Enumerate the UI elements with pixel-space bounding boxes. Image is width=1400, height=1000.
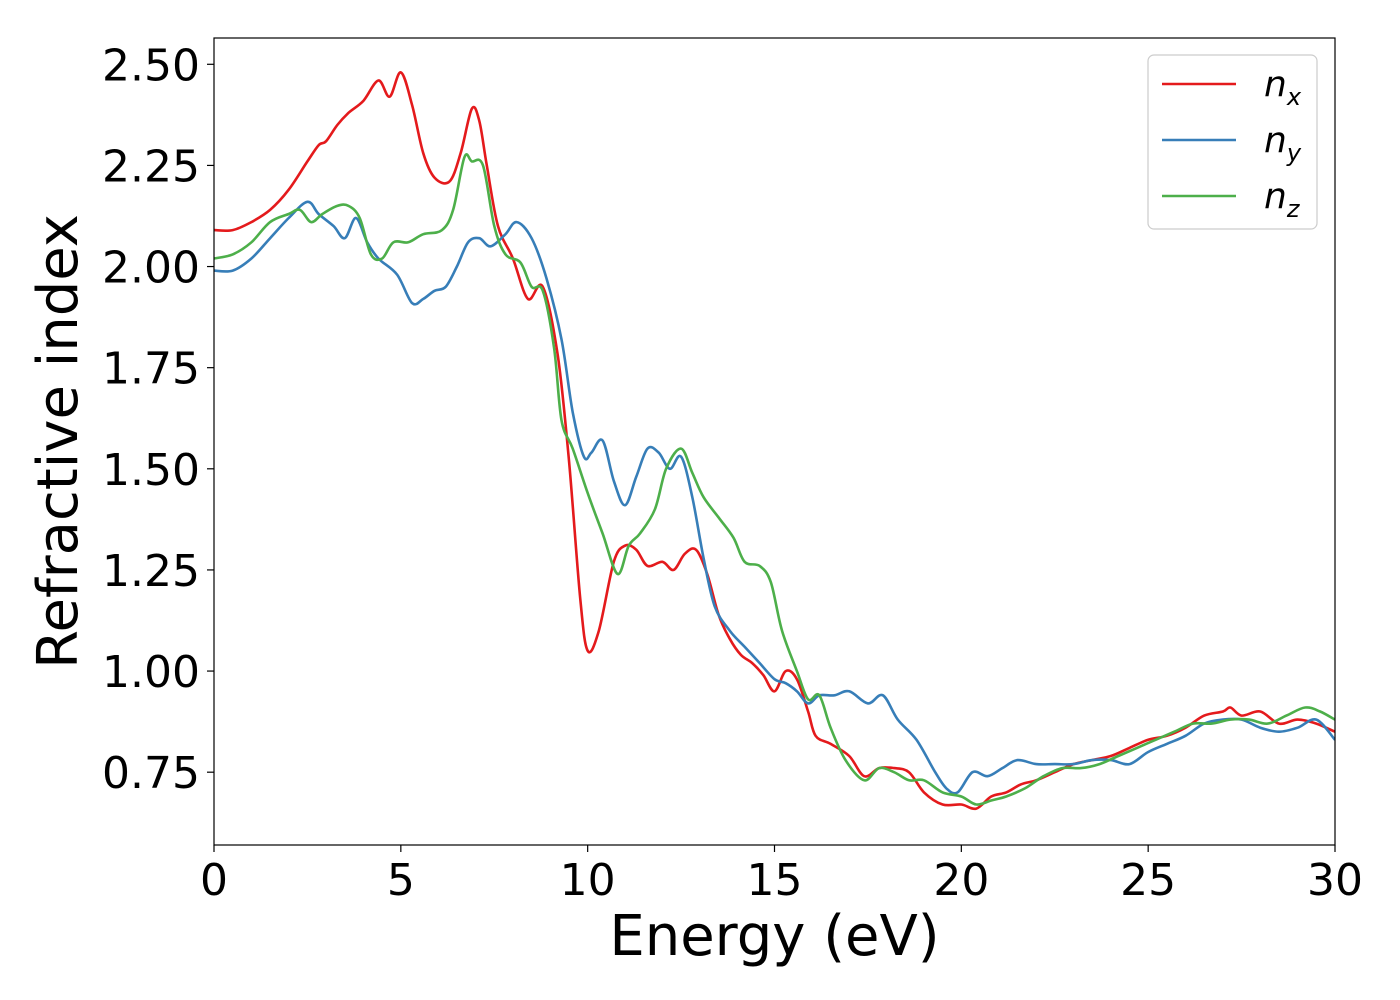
x-tick-label: 10 <box>560 855 616 906</box>
legend-label-base: n <box>1264 176 1287 217</box>
series-line-n-z <box>214 153 1335 806</box>
legend-label-base: n <box>1264 64 1287 105</box>
y-tick-label: 1.75 <box>102 344 200 395</box>
series-line-n-x <box>214 71 1335 811</box>
y-axis-title: Refractive index <box>26 214 91 669</box>
legend-label-base: n <box>1264 120 1287 161</box>
legend-label-subscript: y <box>1286 139 1302 167</box>
y-tick-label: 2.50 <box>102 40 200 91</box>
series-layer <box>214 71 1335 811</box>
x-axis-title: Energy (eV) <box>609 904 939 969</box>
y-tick-label: 1.00 <box>102 647 200 698</box>
y-tick-label: 1.50 <box>102 445 200 496</box>
x-tick-label: 0 <box>200 855 228 906</box>
y-tick-label: 2.00 <box>102 243 200 294</box>
y-tick-label: 1.25 <box>102 546 200 597</box>
y-tick-label: 2.25 <box>102 141 200 192</box>
x-tick-label: 30 <box>1307 855 1363 906</box>
y-tick-label: 0.75 <box>102 748 200 799</box>
y-axis-ticks: 0.75 1.00 1.25 1.50 1.75 2.00 2.25 2.50 <box>102 40 214 799</box>
series-line-n-y <box>214 200 1335 795</box>
legend-label-subscript: x <box>1286 83 1302 111</box>
x-tick-label: 25 <box>1120 855 1176 906</box>
legend-label-subscript: z <box>1286 195 1301 223</box>
x-tick-label: 20 <box>933 855 989 906</box>
legend-label-n-y: ny <box>1264 120 1302 167</box>
legend-label-n-x: nx <box>1264 64 1302 111</box>
legend-box <box>1147 54 1318 230</box>
x-tick-label: 15 <box>747 855 803 906</box>
x-tick-label: 5 <box>387 855 415 906</box>
legend-label-n-z: nz <box>1264 176 1301 223</box>
x-axis-ticks: 0 5 10 15 20 25 30 <box>200 845 1363 906</box>
